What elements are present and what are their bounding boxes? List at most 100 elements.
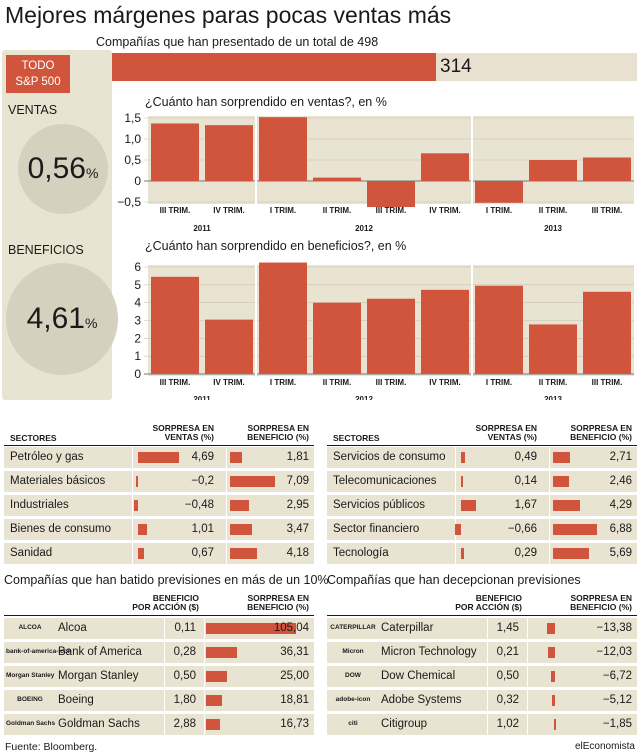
row-separator <box>226 495 227 516</box>
row-separator <box>455 447 456 468</box>
ventas-ytick-label: 0 <box>134 174 141 188</box>
sorpresa-bar <box>206 719 221 730</box>
row-separator <box>164 714 165 735</box>
source-note: Fuente: Bloomberg. <box>5 741 98 753</box>
sorpresa-bar <box>551 695 555 706</box>
ventas-value: −0,48 <box>184 499 214 511</box>
sorpresa-value: −6,72 <box>602 670 632 682</box>
row-separator <box>132 519 133 540</box>
subtitle: Compañías que han presentado de un total… <box>96 35 379 49</box>
company-logo: DOW <box>345 672 361 679</box>
ventas-bar <box>138 524 147 535</box>
row-separator <box>527 714 528 735</box>
sorpresa-bar <box>206 671 228 682</box>
beneficios-unit: % <box>84 315 98 331</box>
row-separator <box>132 447 133 468</box>
row-separator <box>226 447 227 468</box>
bpa-value: 1,80 <box>173 694 196 706</box>
beneficios-category-label: IV TRIM. <box>213 378 245 387</box>
sector-name: Industriales <box>10 499 69 511</box>
row-separator <box>226 519 227 540</box>
row-separator <box>455 495 456 516</box>
row-separator <box>132 543 133 564</box>
beneficios-category-label: III TRIM. <box>376 378 407 387</box>
ventas-bar <box>461 500 476 511</box>
header-divider <box>327 615 637 616</box>
sorpresa-bar <box>206 695 223 706</box>
sorpresa-bar <box>206 623 296 634</box>
beneficio-value: 4,18 <box>286 547 309 559</box>
sorpresa-value: −12,03 <box>596 646 633 658</box>
row-separator <box>455 471 456 492</box>
row-separator <box>487 618 488 639</box>
ventas-category-label: I TRIM. <box>270 206 296 215</box>
beneficio-bar <box>553 548 590 559</box>
ventas-chart-title: ¿Cuánto han sorprendido en ventas?, en % <box>145 95 387 109</box>
ventas-category-label: II TRIM. <box>539 206 567 215</box>
row-separator <box>527 618 528 639</box>
sector-name: Servicios de consumo <box>333 451 446 463</box>
bpa-value: 0,28 <box>173 646 196 658</box>
beat-title: Compañías que han batido previsiones en … <box>4 573 329 587</box>
bpa-col-header: BENEFICIO POR ACCIÓN ($) <box>455 593 522 612</box>
ventas-bar <box>583 157 631 181</box>
ventas-bar <box>461 476 463 487</box>
beneficio-value: 4,29 <box>609 499 632 511</box>
beneficios-category-label: III TRIM. <box>160 378 191 387</box>
row-separator <box>132 471 133 492</box>
beneficio-col-header: SORPRESA EN BENEFICIO (%) <box>247 423 309 442</box>
company-name: Boeing <box>58 694 94 706</box>
beneficio-value: 5,69 <box>609 547 632 559</box>
row-separator <box>132 495 133 516</box>
ventas-bar <box>421 153 469 181</box>
sorpresa-bar <box>547 623 555 634</box>
ventas-ytick-label: 1,5 <box>124 111 141 125</box>
sorpresa-value: −5,12 <box>602 694 632 706</box>
beneficios-ytick-label: 5 <box>134 278 141 292</box>
row-separator <box>204 666 205 687</box>
company-name: Alcoa <box>58 622 87 634</box>
badge-line2: S&P 500 <box>15 76 61 88</box>
company-logo: Micron <box>342 648 364 655</box>
bpa-value: 0,50 <box>496 670 519 682</box>
ventas-unit: % <box>85 165 99 181</box>
ventas-category-label: I TRIM. <box>486 206 512 215</box>
ventas-label: VENTAS <box>8 103 58 117</box>
beneficio-bar <box>230 500 249 511</box>
beneficios-year-label: 2012 <box>355 395 373 400</box>
company-logo: BOEING <box>17 696 43 703</box>
ventas-bar <box>461 548 464 559</box>
header-divider <box>4 445 314 446</box>
company-row <box>327 666 637 687</box>
beneficio-value: 6,88 <box>609 523 632 535</box>
ventas-bar <box>259 117 307 181</box>
beneficio-bar <box>553 500 581 511</box>
beneficio-col-header: SORPRESA EN BENEFICIO (%) <box>570 423 632 442</box>
ventas-bar <box>367 181 415 208</box>
sector-col-header: SECTORES <box>10 433 57 443</box>
sector-table-left: SECTORES SORPRESA EN VENTAS (%) SORPRESA E… <box>4 420 314 564</box>
row-separator <box>164 666 165 687</box>
row-separator <box>164 690 165 711</box>
ventas-category-label: IV TRIM. <box>213 206 245 215</box>
row-separator <box>204 714 205 735</box>
beneficios-bar <box>529 324 577 374</box>
company-logo: Goldman Sachs <box>6 720 56 727</box>
beneficios-value: 4,61 <box>26 302 85 335</box>
beneficios-ytick-label: 0 <box>134 367 141 381</box>
beneficio-value: 1,81 <box>286 451 309 463</box>
ventas-col-header: SORPRESA EN VENTAS (%) <box>475 423 537 442</box>
beneficios-bar <box>421 289 469 374</box>
header-divider <box>4 615 314 616</box>
beneficios-bar <box>313 302 361 374</box>
sector-col-header: SECTORES <box>333 433 380 443</box>
badge-line1: TODO <box>21 60 55 72</box>
bpa-value: 0,11 <box>174 622 196 634</box>
ventas-value: −0,66 <box>507 523 537 535</box>
sector-name: Servicios públicos <box>333 499 426 511</box>
beneficio-value: 2,46 <box>609 475 632 487</box>
company-row <box>327 642 637 663</box>
ventas-bar <box>138 548 144 559</box>
beneficios-category-label: II TRIM. <box>323 378 351 387</box>
header-divider <box>327 445 637 446</box>
